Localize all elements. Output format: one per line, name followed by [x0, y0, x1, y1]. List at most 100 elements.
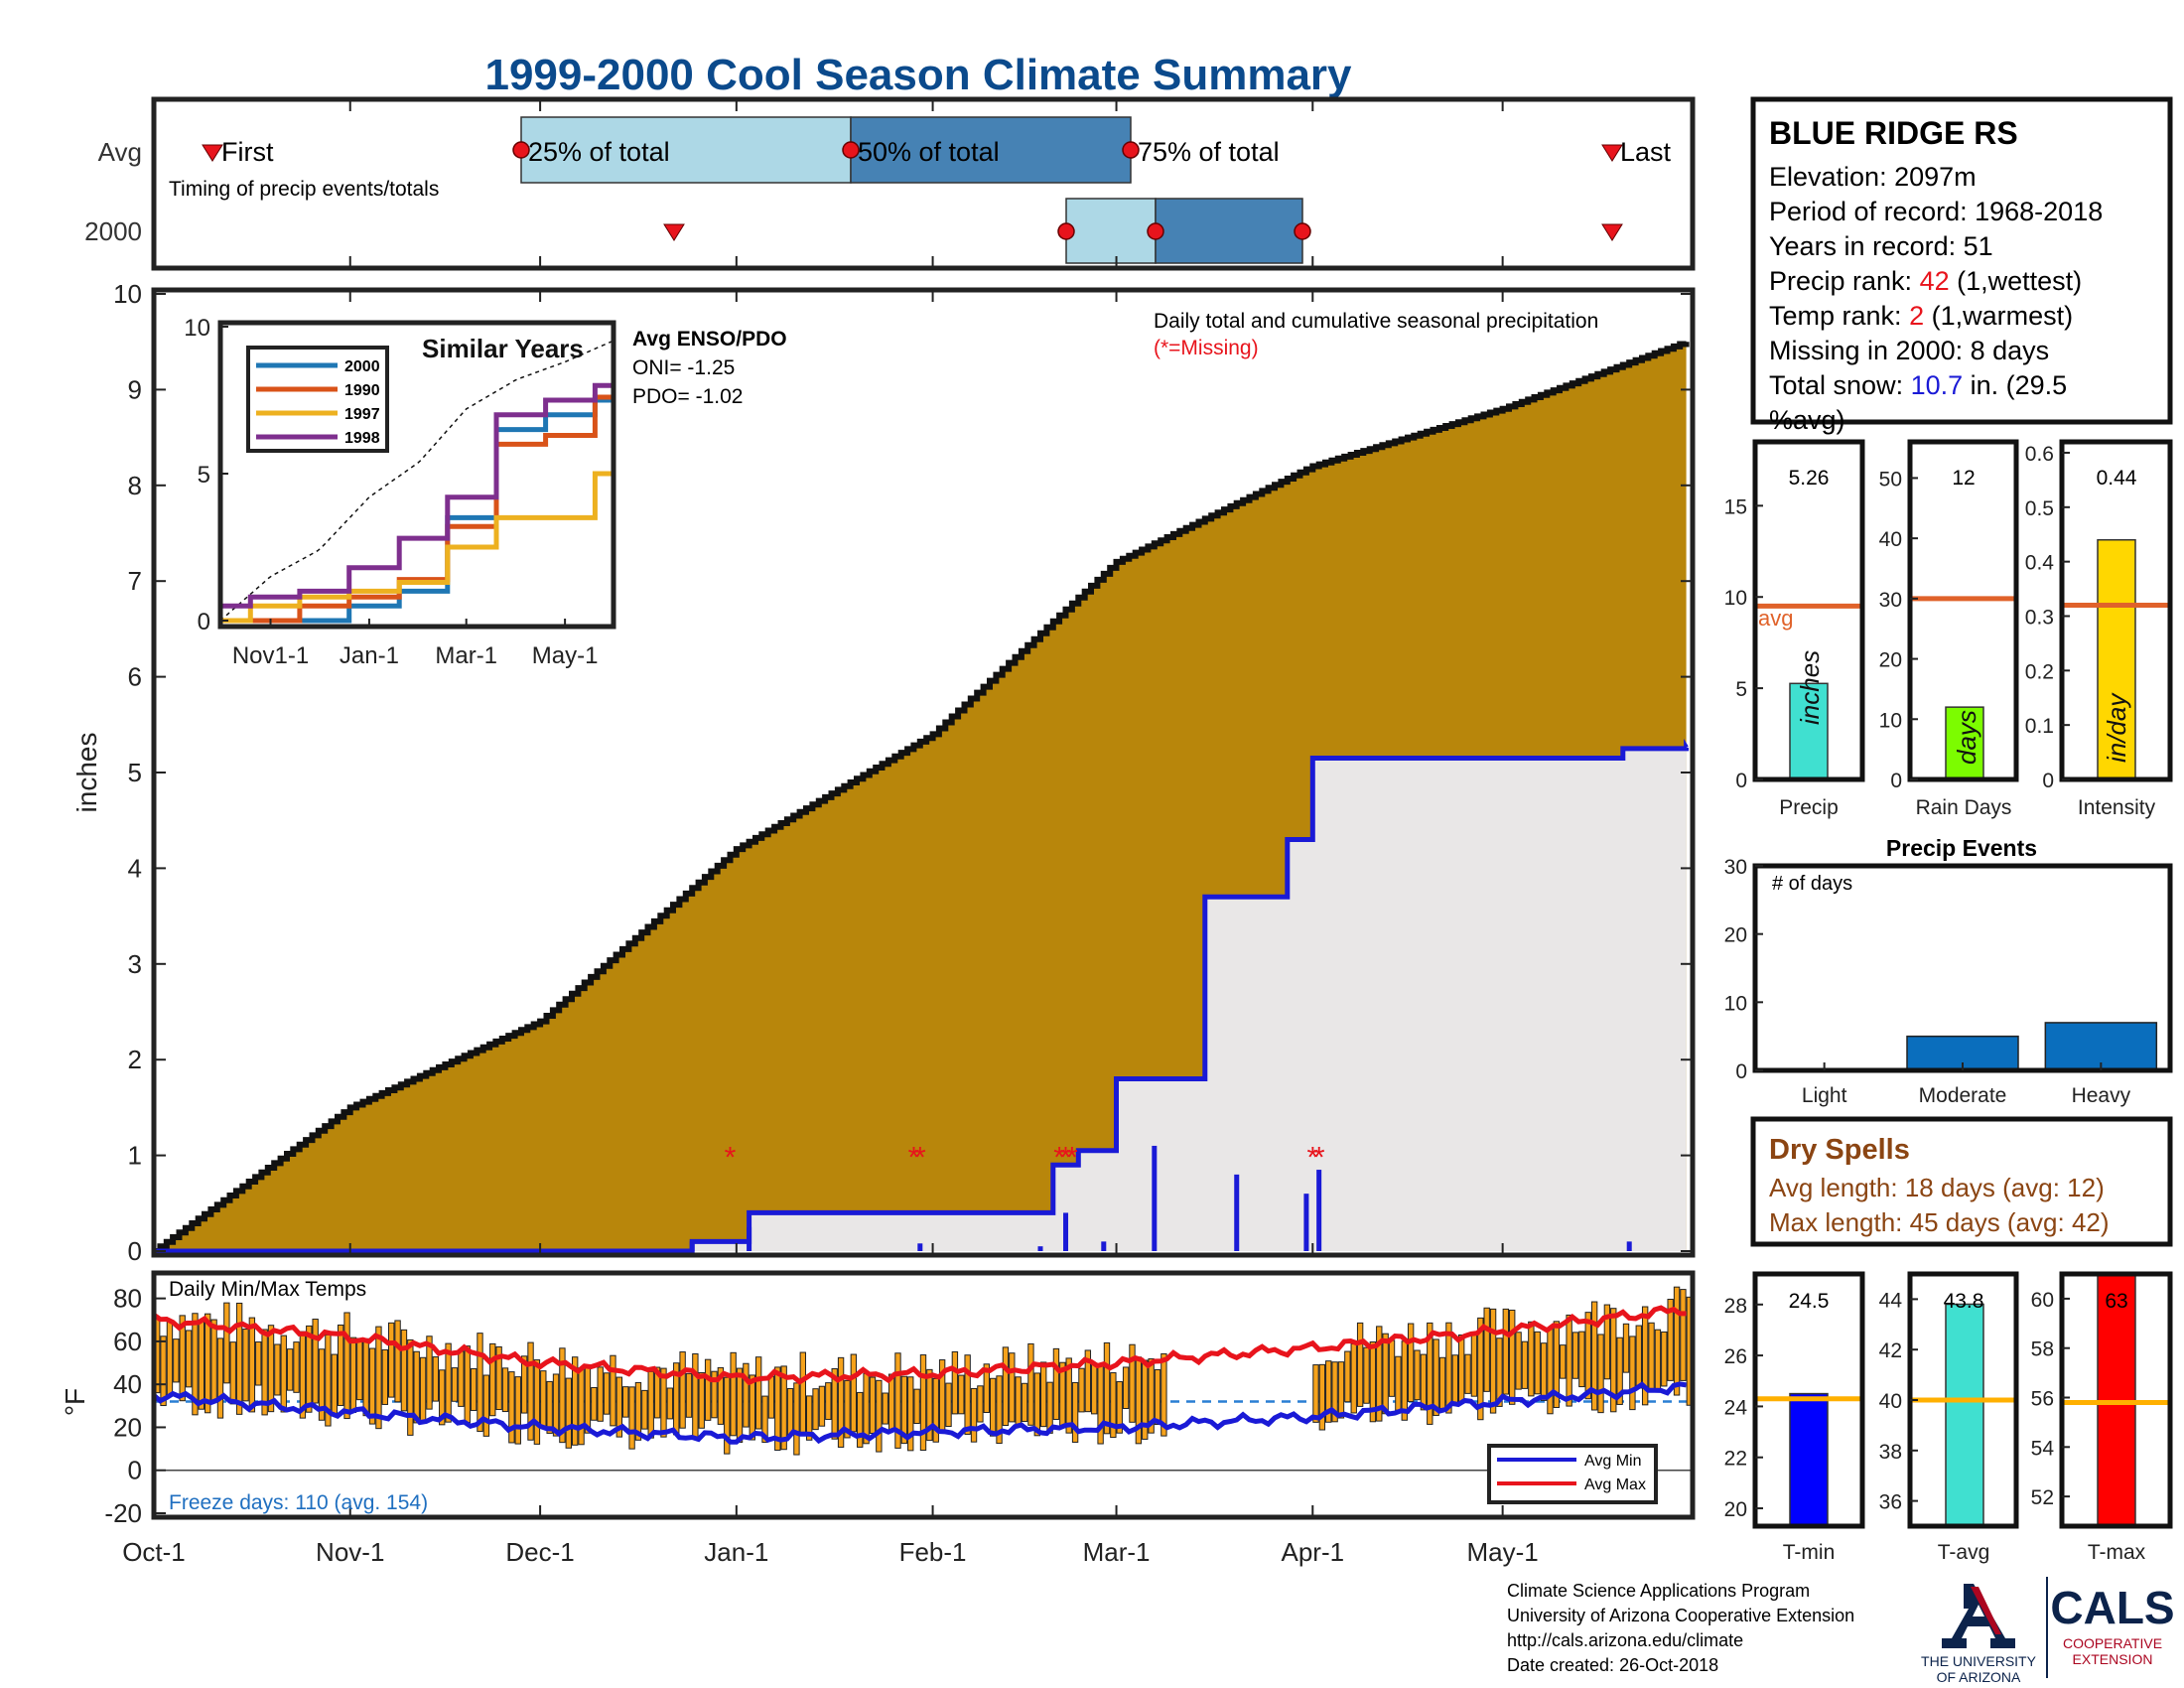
- daily-temp-bar: [641, 1389, 648, 1430]
- daily-temp-bar: [489, 1342, 496, 1417]
- inset-x-label: Jan-1: [340, 642, 399, 669]
- temp-chart-label: Daily Min/Max Temps: [169, 1278, 366, 1301]
- inset-series-line: [220, 397, 615, 624]
- main-annotation: Daily total and cumulative seasonal prec…: [1154, 310, 1598, 333]
- ua-line2: OF ARIZONA: [1937, 1669, 2021, 1685]
- daily-temp-bar: [407, 1338, 414, 1436]
- temp-legend: [1487, 1444, 1658, 1504]
- daily-precip-bar: [1037, 1246, 1043, 1251]
- inset-x-label: May-1: [532, 642, 599, 669]
- mini-tick-label: 10: [1879, 709, 1902, 732]
- footer-line4: Date created: 26-Oct-2018: [1507, 1655, 1718, 1675]
- inset-x-label: Nov1-1: [232, 642, 309, 669]
- daily-temp-bar: [1610, 1308, 1617, 1413]
- mini-temp-panels: 24.5 T-min 28 26 24 22 20 43.8 T-avg 44 42 40 3…: [1724, 1271, 2173, 1564]
- daily-temp-bar: [926, 1368, 933, 1442]
- daily-temp-bar: [267, 1325, 275, 1413]
- daily-temp-bar: [591, 1386, 598, 1421]
- daily-temp-bar: [1597, 1334, 1604, 1414]
- daily-temp-bar: [1427, 1322, 1433, 1425]
- daily-temp-bar: [1395, 1355, 1402, 1411]
- daily-precip-bar: [917, 1243, 923, 1251]
- daily-temp-bar: [514, 1376, 521, 1445]
- daily-temp-bar: [388, 1322, 395, 1398]
- daily-temp-bar: [426, 1336, 433, 1410]
- year-25-50-box: [1065, 198, 1157, 264]
- daily-temp-bar: [825, 1382, 832, 1420]
- daily-temp-bar: [1091, 1363, 1098, 1415]
- daily-temp-bar: [724, 1376, 731, 1455]
- daily-temp-bar: [767, 1375, 775, 1419]
- daily-temp-bar: [1661, 1331, 1668, 1387]
- daily-temp-bar: [439, 1369, 446, 1426]
- missing-day-marker: *: [1060, 1142, 1072, 1175]
- daily-temp-bar: [160, 1336, 167, 1407]
- station-info-box: BLUE RIDGE RS Elevation: 2097m Period of…: [1750, 96, 2173, 435]
- intensity-mini-label: Intensity: [2078, 796, 2156, 819]
- inset-legend-label: 1990: [344, 382, 380, 399]
- y-tick-label: 10: [113, 279, 142, 309]
- daily-temp-bar: [857, 1391, 864, 1448]
- event-bar: [2044, 1022, 2158, 1071]
- daily-temp-bar: [1116, 1381, 1123, 1434]
- daily-temp-bar: [552, 1373, 560, 1437]
- daily-temp-bar: [451, 1367, 459, 1402]
- station-elevation: Elevation: 2097m: [1769, 162, 1977, 192]
- cals-wordmark: CALS: [2050, 1582, 2174, 1633]
- daily-temp-bar: [306, 1325, 313, 1413]
- daily-temp-bar: [1033, 1372, 1041, 1437]
- daily-temp-bar: [812, 1388, 819, 1431]
- daily-temp-bar: [1052, 1347, 1060, 1420]
- temp-rank: Temp rank: 2 (1,warmest): [1769, 301, 2073, 331]
- avg-q75-marker: [1122, 141, 1140, 159]
- footer: Climate Science Applications Program Uni…: [1507, 1577, 2175, 1685]
- daily-temp-bar: [970, 1387, 978, 1443]
- event-category: Heavy: [2072, 1084, 2131, 1107]
- daily-temp-bar: [216, 1337, 224, 1419]
- daily-temp-bar: [1540, 1342, 1548, 1401]
- missing-day-markers: * ** *** **: [725, 1142, 1325, 1175]
- daily-temp-bar: [679, 1351, 686, 1429]
- daily-temp-bar: [754, 1356, 762, 1430]
- daily-temp-bar: [1015, 1376, 1022, 1428]
- daily-temp-bar: [1129, 1343, 1136, 1423]
- daily-temp-bar: [844, 1379, 851, 1439]
- event-y-label: 10: [1724, 992, 1747, 1015]
- daily-temp-bar: [882, 1392, 888, 1425]
- daily-temp-bar: [343, 1312, 350, 1420]
- daily-temp-bar: [477, 1333, 483, 1433]
- y-tick-label: 2: [128, 1045, 142, 1074]
- daily-temp-bar: [610, 1354, 616, 1427]
- dry-avg-length: Avg length: 18 days (avg: 12): [1769, 1173, 2105, 1202]
- legend-max-label: Avg Max: [1584, 1477, 1646, 1493]
- daily-temp-bar: [704, 1358, 712, 1421]
- daily-temp-bar: [1590, 1301, 1598, 1411]
- dry-spells-box: Dry Spells Avg length: 18 days (avg: 12)…: [1750, 1116, 2173, 1247]
- daily-temp-bar: [1331, 1361, 1338, 1423]
- first-label: First: [221, 137, 274, 167]
- daily-temp-bar: [1407, 1323, 1415, 1403]
- daily-temp-bar: [565, 1377, 572, 1449]
- mini-tick-label: 0: [2042, 770, 2054, 792]
- event-category: Light: [1802, 1084, 1847, 1107]
- month-label: Feb-1: [899, 1537, 967, 1567]
- daily-temp-bar: [1078, 1367, 1085, 1413]
- daily-temp-bar: [647, 1370, 654, 1439]
- precip-events-panel: Precip Events # of days Light Moderate Hea…: [1724, 835, 2173, 1107]
- daily-temp-bar: [508, 1371, 515, 1444]
- daily-temp-bar: [1457, 1334, 1465, 1404]
- total-snow: Total snow: 10.7 in. (29.5: [1769, 370, 2067, 400]
- daily-temp-bar: [1566, 1314, 1572, 1407]
- daily-temp-bar: [1654, 1329, 1662, 1390]
- daily-temp-bar: [717, 1366, 725, 1425]
- daily-temp-bar: [1356, 1322, 1364, 1407]
- daily-temp-bar: [1673, 1286, 1681, 1396]
- daily-temp-bar: [692, 1353, 699, 1440]
- tavg-label: T-avg: [1938, 1541, 1990, 1564]
- precip-mini-frame: [1752, 439, 1865, 782]
- mini-tick-label: 26: [1724, 1345, 1747, 1368]
- daily-temp-bar: [210, 1319, 217, 1402]
- daily-temp-bar: [1547, 1328, 1554, 1415]
- daily-temp-bar: [1553, 1321, 1561, 1408]
